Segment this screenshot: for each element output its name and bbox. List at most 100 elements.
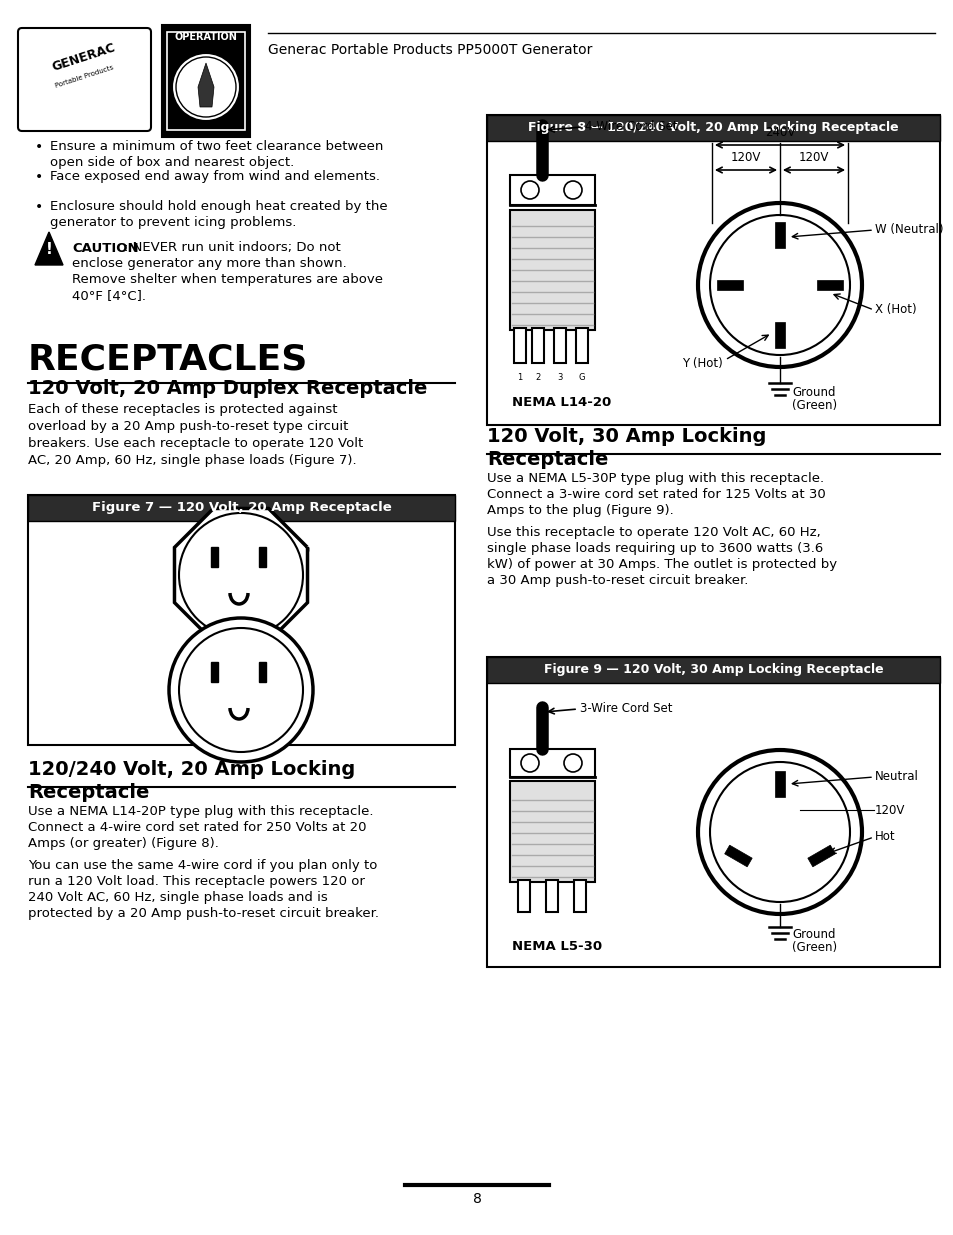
Text: 120/240 Volt, 20 Amp Locking: 120/240 Volt, 20 Amp Locking xyxy=(28,760,355,779)
Text: Generac Portable Products PP5000T Generator: Generac Portable Products PP5000T Genera… xyxy=(268,43,592,57)
Text: generator to prevent icing problems.: generator to prevent icing problems. xyxy=(50,216,296,228)
Text: Figure 7 — 120 Volt, 20 Amp Receptacle: Figure 7 — 120 Volt, 20 Amp Receptacle xyxy=(91,501,391,515)
Bar xyxy=(816,280,842,290)
Text: NEMA L14-20: NEMA L14-20 xyxy=(512,396,611,410)
Bar xyxy=(532,329,543,363)
Bar xyxy=(514,329,525,363)
Text: Use a NEMA L5-30P type plug with this receptacle.: Use a NEMA L5-30P type plug with this re… xyxy=(486,472,823,485)
Circle shape xyxy=(698,750,862,914)
Text: Use this receptacle to operate 120 Volt AC, 60 Hz,: Use this receptacle to operate 120 Volt … xyxy=(486,526,820,538)
Text: Enclosure should hold enough heat created by the: Enclosure should hold enough heat create… xyxy=(50,200,387,212)
FancyBboxPatch shape xyxy=(18,28,151,131)
Bar xyxy=(510,748,595,777)
Bar xyxy=(724,845,751,867)
Polygon shape xyxy=(35,232,63,266)
Bar xyxy=(162,25,250,137)
Bar xyxy=(510,175,595,205)
Text: breakers. Use each receptacle to operate 120 Volt: breakers. Use each receptacle to operate… xyxy=(28,437,363,450)
Text: Remove shelter when temperatures are above: Remove shelter when temperatures are abo… xyxy=(71,273,382,287)
Bar xyxy=(28,495,455,521)
Bar xyxy=(774,322,784,348)
Bar xyxy=(807,845,835,867)
Text: Use a NEMA L14-20P type plug with this receptacle.: Use a NEMA L14-20P type plug with this r… xyxy=(28,805,374,818)
Bar xyxy=(486,657,939,967)
Text: 120 Volt, 20 Amp Duplex Receptacle: 120 Volt, 20 Amp Duplex Receptacle xyxy=(28,379,427,398)
Bar xyxy=(28,495,455,745)
Text: 120V: 120V xyxy=(730,151,760,164)
Text: : NEVER run unit indoors; Do not: : NEVER run unit indoors; Do not xyxy=(124,242,340,254)
Text: 40°F [4°C].: 40°F [4°C]. xyxy=(71,289,146,303)
Polygon shape xyxy=(198,63,213,107)
Text: OPERATION: OPERATION xyxy=(174,32,237,42)
Text: Face exposed end away from wind and elements.: Face exposed end away from wind and elem… xyxy=(50,170,379,183)
Bar xyxy=(774,771,784,797)
Bar xyxy=(486,657,939,683)
Text: •: • xyxy=(35,140,43,154)
Text: Amps (or greater) (Figure 8).: Amps (or greater) (Figure 8). xyxy=(28,837,218,850)
Text: Figure 8 — 120/240 Volt, 20 Amp Locking Receptacle: Figure 8 — 120/240 Volt, 20 Amp Locking … xyxy=(528,121,898,135)
Bar xyxy=(486,115,939,141)
Text: run a 120 Volt load. This receptacle powers 120 or: run a 120 Volt load. This receptacle pow… xyxy=(28,876,364,888)
Circle shape xyxy=(709,215,849,354)
Text: Hot: Hot xyxy=(874,830,895,844)
Text: 1: 1 xyxy=(517,373,522,382)
Circle shape xyxy=(709,762,849,902)
Text: enclose generator any more than shown.: enclose generator any more than shown. xyxy=(71,258,346,270)
Text: Y (Hot): Y (Hot) xyxy=(680,357,721,369)
Text: Neutral: Neutral xyxy=(874,771,918,783)
Text: single phase loads requiring up to 3600 watts (3.6: single phase loads requiring up to 3600 … xyxy=(486,542,822,555)
Text: 3-Wire Cord Set: 3-Wire Cord Set xyxy=(579,703,672,715)
Circle shape xyxy=(520,182,538,199)
Text: 240V: 240V xyxy=(764,126,795,140)
Text: Ground: Ground xyxy=(791,929,835,941)
Circle shape xyxy=(520,755,538,772)
Text: Connect a 4-wire cord set rated for 250 Volts at 20: Connect a 4-wire cord set rated for 250 … xyxy=(28,821,366,834)
Bar xyxy=(717,280,742,290)
Text: a 30 Amp push-to-reset circuit breaker.: a 30 Amp push-to-reset circuit breaker. xyxy=(486,574,747,587)
Text: Ensure a minimum of two feet clearance between: Ensure a minimum of two feet clearance b… xyxy=(50,140,383,153)
Bar xyxy=(517,881,530,911)
Text: open side of box and nearest object.: open side of box and nearest object. xyxy=(50,156,294,169)
Circle shape xyxy=(169,618,313,762)
Text: 240 Volt AC, 60 Hz, single phase loads and is: 240 Volt AC, 60 Hz, single phase loads a… xyxy=(28,890,328,904)
Text: G: G xyxy=(578,373,584,382)
Text: X (Hot): X (Hot) xyxy=(874,304,916,316)
Text: AC, 20 Amp, 60 Hz, single phase loads (Figure 7).: AC, 20 Amp, 60 Hz, single phase loads (F… xyxy=(28,454,356,467)
Text: (Green): (Green) xyxy=(791,399,836,411)
Circle shape xyxy=(179,513,303,637)
Circle shape xyxy=(175,57,235,117)
Text: You can use the same 4-wire cord if you plan only to: You can use the same 4-wire cord if you … xyxy=(28,860,377,872)
Circle shape xyxy=(563,755,581,772)
Circle shape xyxy=(563,182,581,199)
Bar xyxy=(167,32,245,130)
Text: •: • xyxy=(35,200,43,214)
Text: Connect a 3-wire cord set rated for 125 Volts at 30: Connect a 3-wire cord set rated for 125 … xyxy=(486,488,825,501)
Bar xyxy=(510,781,595,882)
Text: CAUTION: CAUTION xyxy=(71,242,138,254)
Text: 120V: 120V xyxy=(874,804,904,816)
Text: RECEPTACLES: RECEPTACLES xyxy=(28,342,308,375)
Text: Portable Products: Portable Products xyxy=(54,64,113,89)
Bar xyxy=(486,115,939,425)
Text: (Green): (Green) xyxy=(791,941,836,955)
Bar xyxy=(211,662,218,682)
Circle shape xyxy=(172,53,240,121)
Text: Each of these receptacles is protected against: Each of these receptacles is protected a… xyxy=(28,403,337,416)
Text: Amps to the plug (Figure 9).: Amps to the plug (Figure 9). xyxy=(486,504,673,517)
Bar xyxy=(545,881,558,911)
Text: kW) of power at 30 Amps. The outlet is protected by: kW) of power at 30 Amps. The outlet is p… xyxy=(486,558,836,571)
Text: protected by a 20 Amp push-to-reset circuit breaker.: protected by a 20 Amp push-to-reset circ… xyxy=(28,906,378,920)
Text: W (Neutral): W (Neutral) xyxy=(874,224,943,236)
Bar xyxy=(258,662,266,682)
Text: GENERAC: GENERAC xyxy=(51,41,117,73)
Text: overload by a 20 Amp push-to-reset type circuit: overload by a 20 Amp push-to-reset type … xyxy=(28,420,348,433)
Bar xyxy=(211,547,218,567)
Text: 120 Volt, 30 Amp Locking: 120 Volt, 30 Amp Locking xyxy=(486,427,765,446)
Bar xyxy=(510,210,595,330)
Circle shape xyxy=(698,203,862,367)
Text: Receptacle: Receptacle xyxy=(486,450,608,469)
Text: 120V: 120V xyxy=(798,151,828,164)
Polygon shape xyxy=(174,509,307,641)
Text: Figure 9 — 120 Volt, 30 Amp Locking Receptacle: Figure 9 — 120 Volt, 30 Amp Locking Rece… xyxy=(543,663,882,677)
Bar xyxy=(576,329,587,363)
